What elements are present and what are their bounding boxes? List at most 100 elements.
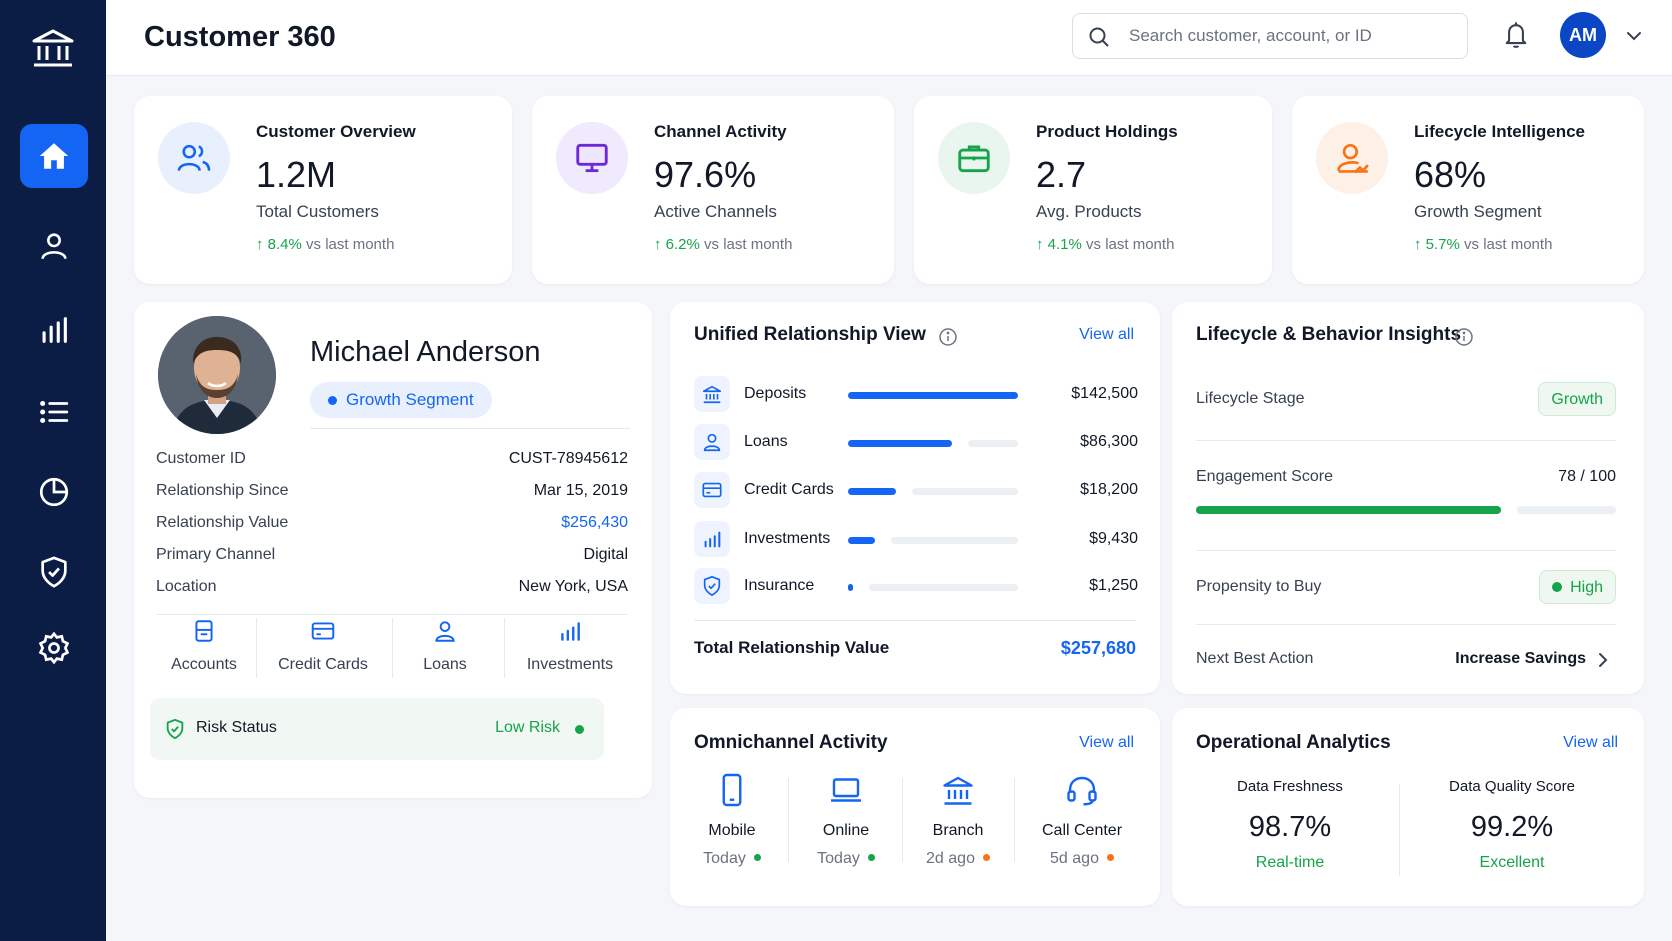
sidebar-item-customers[interactable] xyxy=(20,214,88,278)
channel-call-center[interactable]: Call Center 5d ago xyxy=(1020,772,1144,868)
metric-data-quality: Data Quality Score 99.2% Excellent xyxy=(1408,778,1616,872)
channel-mobile[interactable]: Mobile Today xyxy=(676,772,788,868)
view-all-link[interactable]: View all xyxy=(1563,734,1618,751)
lifecycle-stage-badge: Growth xyxy=(1538,382,1616,416)
detail-key: Primary Channel xyxy=(156,546,276,563)
kpi-value: 1.2M xyxy=(256,154,337,195)
engagement-score-row: Engagement Score 78 / 100 xyxy=(1196,468,1616,492)
info-icon[interactable] xyxy=(1454,327,1474,347)
kpi-card-lifecycle-intelligence[interactable]: Lifecycle Intelligence 68% Growth Segmen… xyxy=(1292,96,1644,284)
customer-name: Michael Anderson xyxy=(310,336,541,368)
user-menu-chevron[interactable] xyxy=(1624,26,1644,51)
bank-icon xyxy=(694,376,730,412)
relationship-bar xyxy=(848,488,896,495)
relationship-row-insurance[interactable]: Insurance $1,250 xyxy=(694,568,1138,608)
channel-time: 2d ago xyxy=(902,850,1014,868)
channel-time: 5d ago xyxy=(1020,850,1144,868)
sidebar-item-home[interactable] xyxy=(20,124,88,188)
top-header: Customer 360 AM xyxy=(106,0,1672,76)
relationship-row-investments[interactable]: Investments $9,430 xyxy=(694,521,1138,561)
quick-link-loans[interactable]: Loans xyxy=(396,618,494,684)
chevron-down-icon xyxy=(1627,32,1641,41)
kpi-label: Growth Segment xyxy=(1414,202,1542,221)
detail-key: Relationship Since xyxy=(156,482,289,499)
relationship-label: Credit Cards xyxy=(744,481,834,498)
relationship-row-loans[interactable]: Loans $86,300 xyxy=(694,424,1138,464)
quick-link-investments[interactable]: Investments xyxy=(508,618,632,684)
sidebar-item-reports[interactable] xyxy=(20,460,88,524)
bank-logo-icon[interactable] xyxy=(28,24,78,74)
user-avatar[interactable]: AM xyxy=(1560,12,1606,58)
propensity-label: Propensity to Buy xyxy=(1196,578,1322,595)
risk-status-bar[interactable]: Risk Status Low Risk xyxy=(150,698,604,760)
user-loan-icon xyxy=(694,424,730,460)
relationship-bar xyxy=(848,440,952,447)
view-all-link[interactable]: View all xyxy=(1079,734,1134,751)
info-icon[interactable] xyxy=(938,327,958,347)
quick-link-label: Loans xyxy=(423,656,467,673)
lifecycle-insights-card: Lifecycle & Behavior Insights Lifecycle … xyxy=(1172,302,1644,694)
relationship-value: $1,250 xyxy=(1089,577,1138,594)
kpi-card-channel-activity[interactable]: Channel Activity 97.6% Active Channels ↑… xyxy=(532,96,894,284)
separator xyxy=(1014,778,1015,862)
quick-link-credit-cards[interactable]: Credit Cards xyxy=(262,618,384,684)
sidebar-item-settings[interactable] xyxy=(20,616,88,680)
status-dot-orange xyxy=(982,854,990,861)
relationship-label: Investments xyxy=(744,530,831,547)
detail-row-location: Location New York, USA xyxy=(156,578,628,602)
kpi-trend: ↑ 6.2% vs last month xyxy=(654,236,792,253)
sidebar-item-security[interactable] xyxy=(20,540,88,604)
users-icon xyxy=(158,122,230,194)
quick-link-accounts[interactable]: Accounts xyxy=(156,618,252,684)
divider xyxy=(1196,440,1616,441)
kpi-trend: ↑ 8.4% vs last month xyxy=(256,236,394,253)
notifications-button[interactable] xyxy=(1502,20,1530,55)
separator xyxy=(1399,784,1400,876)
section-title: Omnichannel Activity xyxy=(694,732,888,753)
relationship-row-deposits[interactable]: Deposits $142,500 xyxy=(694,376,1138,416)
nba-label: Next Best Action xyxy=(1196,650,1314,667)
chevron-right-icon[interactable] xyxy=(1594,650,1612,670)
search-input[interactable] xyxy=(1129,14,1459,58)
engagement-bar xyxy=(1196,506,1501,514)
divider xyxy=(1196,624,1616,625)
relationship-label: Loans xyxy=(744,433,788,450)
search-box[interactable] xyxy=(1072,13,1468,59)
channel-online[interactable]: Online Today xyxy=(790,772,902,868)
divider xyxy=(310,428,630,429)
investments-chart-icon xyxy=(694,521,730,557)
engagement-value: 78 / 100 xyxy=(1558,468,1616,485)
channel-time-text: Today xyxy=(817,850,860,867)
next-best-action-row[interactable]: Next Best Action Increase Savings xyxy=(1196,650,1616,674)
detail-value: Mar 15, 2019 xyxy=(533,482,628,499)
sidebar-item-analytics[interactable] xyxy=(20,298,88,362)
total-value: $257,680 xyxy=(1060,638,1136,658)
arrow-up-icon: ↑ xyxy=(1414,236,1426,253)
view-all-link[interactable]: View all xyxy=(1079,326,1134,343)
detail-key: Location xyxy=(156,578,217,595)
status-dot-green xyxy=(867,854,875,861)
channel-time-text: Today xyxy=(703,850,746,867)
metric-sub: Excellent xyxy=(1479,854,1545,871)
channel-branch[interactable]: Branch 2d ago xyxy=(902,772,1014,868)
kpi-card-customer-overview[interactable]: Customer Overview 1.2M Total Customers ↑… xyxy=(134,96,512,284)
headset-icon xyxy=(1067,776,1097,806)
status-dot xyxy=(1552,582,1563,592)
metric-sub: Real-time xyxy=(1255,854,1325,871)
kpi-card-product-holdings[interactable]: Product Holdings 2.7 Avg. Products ↑ 4.1… xyxy=(914,96,1272,284)
relationship-label: Insurance xyxy=(744,577,815,594)
kpi-title: Customer Overview xyxy=(256,122,416,141)
relationship-value: $142,500 xyxy=(1071,385,1138,402)
kpi-change: 6.2% xyxy=(665,236,700,253)
total-relationship-row: Total Relationship Value $257,680 xyxy=(694,638,1136,662)
divider xyxy=(156,614,628,615)
arrow-up-icon: ↑ xyxy=(1036,236,1048,253)
relationship-row-credit-cards[interactable]: Credit Cards $18,200 xyxy=(694,472,1138,512)
sidebar-item-lists[interactable] xyxy=(20,380,88,444)
separator xyxy=(902,778,903,862)
arrow-up-icon: ↑ xyxy=(256,236,268,253)
nba-value[interactable]: Increase Savings xyxy=(1455,650,1586,667)
section-title: Operational Analytics xyxy=(1196,732,1391,753)
detail-value-link[interactable]: $256,430 xyxy=(561,514,628,531)
arrow-up-icon: ↑ xyxy=(654,236,666,253)
